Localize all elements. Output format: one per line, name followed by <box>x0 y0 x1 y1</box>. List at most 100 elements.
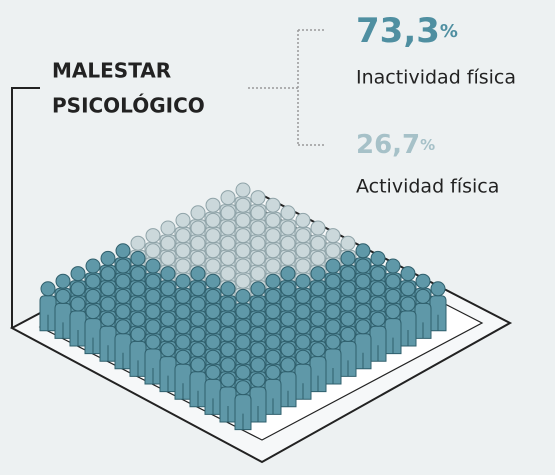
person-head <box>130 250 146 266</box>
person <box>249 372 267 423</box>
person-head <box>130 281 146 297</box>
person-head <box>325 288 341 304</box>
person <box>129 326 147 377</box>
person-head <box>355 319 371 335</box>
stat-unit: % <box>440 21 458 42</box>
person-head <box>70 296 86 312</box>
person-body <box>204 378 222 415</box>
person-body <box>234 394 252 431</box>
person-head <box>250 266 266 282</box>
person-head <box>400 296 416 312</box>
person-head <box>190 266 206 282</box>
person <box>54 288 72 339</box>
person-head <box>145 258 161 274</box>
person-head <box>205 212 221 228</box>
person-head <box>220 205 236 221</box>
person-head <box>325 304 341 320</box>
person-head <box>385 304 401 320</box>
person-head <box>160 296 176 312</box>
person-body <box>219 386 237 423</box>
person-head <box>295 258 311 274</box>
person-head <box>340 266 356 282</box>
person <box>144 334 162 385</box>
person-head <box>175 349 191 365</box>
person-head <box>145 273 161 289</box>
person-head <box>265 212 281 228</box>
person-head <box>235 228 251 244</box>
person-head <box>130 266 146 282</box>
person-head <box>220 235 236 251</box>
stat: 26,7% <box>356 130 435 160</box>
person-head <box>115 258 131 274</box>
person-head <box>235 288 251 304</box>
person-head <box>85 304 101 320</box>
person-head <box>235 304 251 320</box>
person-head <box>220 250 236 266</box>
person <box>39 281 57 332</box>
person-head <box>280 220 296 236</box>
person <box>384 304 402 355</box>
person-body <box>264 378 282 415</box>
person-head <box>385 258 401 274</box>
person-head <box>370 296 386 312</box>
person-body <box>384 318 402 355</box>
person-head <box>295 273 311 289</box>
person-head <box>145 228 161 244</box>
people-grid <box>39 182 447 431</box>
person-head <box>400 281 416 297</box>
person-head <box>280 357 296 373</box>
person-head <box>85 273 101 289</box>
person-head <box>295 304 311 320</box>
person-head <box>130 326 146 342</box>
stat-unit: % <box>420 136 435 154</box>
person <box>264 364 282 415</box>
person-head <box>220 311 236 327</box>
person-head <box>370 311 386 327</box>
person-head <box>205 319 221 335</box>
person-head <box>130 311 146 327</box>
person-head <box>145 304 161 320</box>
person-head <box>55 273 71 289</box>
person-head <box>130 296 146 312</box>
person-head <box>190 281 206 297</box>
person-head <box>205 304 221 320</box>
person-head <box>145 319 161 335</box>
person-head <box>205 258 221 274</box>
person-head <box>205 228 221 244</box>
person-head <box>220 372 236 388</box>
person-head <box>190 205 206 221</box>
person-head <box>160 281 176 297</box>
person-head <box>250 190 266 206</box>
person-head <box>340 326 356 342</box>
person-head <box>115 243 131 259</box>
person-head <box>295 228 311 244</box>
person-head <box>160 235 176 251</box>
person-head <box>190 235 206 251</box>
person-body <box>174 363 192 400</box>
person-head <box>340 281 356 297</box>
person-head <box>160 326 176 342</box>
person-head <box>235 364 251 380</box>
person-head <box>340 296 356 312</box>
bracket <box>11 87 40 328</box>
person-head <box>115 288 131 304</box>
person-head <box>100 296 116 312</box>
person-head <box>220 220 236 236</box>
person-head <box>295 243 311 259</box>
person-head <box>265 304 281 320</box>
person-body <box>144 348 162 385</box>
person-head <box>130 235 146 251</box>
person-head <box>220 326 236 342</box>
person <box>234 380 252 431</box>
person-head <box>100 266 116 282</box>
person-body <box>339 340 357 377</box>
person-head <box>190 296 206 312</box>
person-head <box>220 357 236 373</box>
person-head <box>250 250 266 266</box>
person-head <box>280 326 296 342</box>
stat-label: Inactividad física <box>356 67 516 89</box>
person-head <box>235 243 251 259</box>
person-head <box>250 357 266 373</box>
person-head <box>325 334 341 350</box>
